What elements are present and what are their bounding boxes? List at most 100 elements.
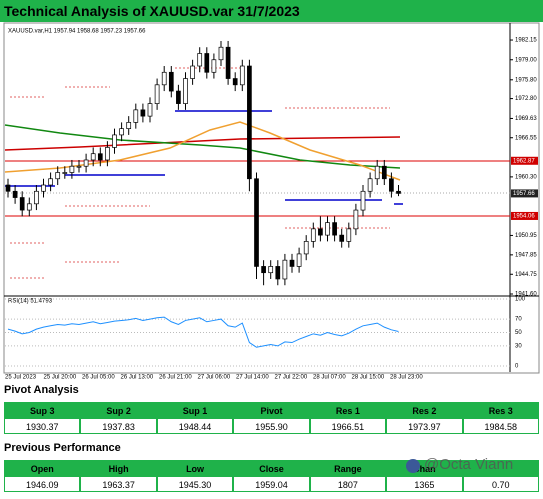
indicator-lines xyxy=(4,67,510,279)
x-tick-label: 26 Jul 21:00 xyxy=(159,375,192,381)
y-tick-label: 0 xyxy=(515,364,519,370)
title: Technical Analysis of XAUUSD.var 31/7/20… xyxy=(4,3,300,19)
candle-body xyxy=(332,222,337,236)
price-mark-label: 1962.87 xyxy=(513,158,535,164)
candle-body xyxy=(346,228,352,242)
table-header: Sup 1 xyxy=(156,402,234,418)
candle-body xyxy=(133,109,139,123)
table-header: Chan xyxy=(386,460,463,476)
table-header: Res 2 xyxy=(386,402,463,418)
table-cell: 1937.83 xyxy=(80,418,157,434)
y-tick-label: 1979.00 xyxy=(515,57,537,63)
y-tick-label: 1982.15 xyxy=(515,38,537,44)
candle-body xyxy=(318,228,323,236)
table-header: Sup 3 xyxy=(4,402,81,418)
table-cell: 0.70 xyxy=(462,476,539,492)
candle-body xyxy=(5,184,11,192)
candle-body xyxy=(389,178,394,192)
candle-body xyxy=(161,71,167,86)
candle-body xyxy=(261,266,266,274)
table-header: Sup 2 xyxy=(80,402,157,418)
candle-body xyxy=(62,172,68,174)
price-mark xyxy=(511,189,538,198)
candle-body xyxy=(275,266,281,280)
candle-body xyxy=(197,53,203,67)
candle-body xyxy=(83,159,89,167)
y-tick-label: 1944.75 xyxy=(515,272,537,278)
rsi-label: RSI(14) 51.4793 xyxy=(8,299,53,305)
candle-body xyxy=(289,259,295,267)
y-tick-label: 1960.30 xyxy=(515,174,537,180)
y-tick-label: 30 xyxy=(515,343,522,349)
table-cell: 1973.97 xyxy=(386,418,463,434)
candle-body xyxy=(41,184,46,192)
ma-line xyxy=(4,136,401,151)
candle-body xyxy=(211,59,217,73)
table-header: High xyxy=(80,460,157,476)
table-header: Open xyxy=(4,460,81,476)
y-tick-label: 1947.85 xyxy=(515,252,537,258)
table-header: Range xyxy=(309,460,387,476)
x-tick-label: 26 Jul 05:00 xyxy=(82,375,115,381)
candle-body xyxy=(232,78,238,86)
candle-body xyxy=(140,109,146,117)
ma-line xyxy=(4,124,401,169)
price-mark xyxy=(511,211,538,220)
watermark: @Octa Viann xyxy=(424,456,514,473)
candle-body xyxy=(19,197,25,211)
section-title: Previous Performance xyxy=(4,442,121,454)
candle-body xyxy=(26,203,32,211)
candle-body xyxy=(112,134,117,148)
candle-body xyxy=(168,71,174,92)
candle-body xyxy=(48,178,53,186)
candle-body xyxy=(254,178,259,267)
table-cell: 1930.37 xyxy=(4,418,81,434)
candle-body xyxy=(381,165,387,180)
y-tick-label: 1941.60 xyxy=(515,292,537,298)
x-tick-label: 25 Jul 20:00 xyxy=(44,375,77,381)
table-header: Res 3 xyxy=(462,402,539,418)
chart: XAUUSD.var,H1 1957.94 1958.68 1957.23 19… xyxy=(3,22,540,381)
facebook-icon xyxy=(406,459,420,473)
y-tick-label: 1969.63 xyxy=(515,116,537,122)
candle-body xyxy=(367,178,373,192)
y-tick-label: 70 xyxy=(515,317,522,323)
candle-body xyxy=(126,122,132,130)
chart-frame xyxy=(3,22,540,374)
y-tick-label: 1975.80 xyxy=(515,77,537,83)
table-cell: 1946.09 xyxy=(4,476,81,492)
title-bar: Technical Analysis of XAUUSD.var 31/7/20… xyxy=(0,0,543,22)
candle-body xyxy=(183,78,188,104)
x-tick-label: 28 Jul 15:00 xyxy=(352,375,385,381)
y-tick-label: 100 xyxy=(515,297,526,303)
candle-body xyxy=(12,190,18,198)
y-tick-label: 1972.80 xyxy=(515,96,537,102)
x-tick-label: 25 Jul 2023 xyxy=(5,375,37,381)
table-cell: 1959.04 xyxy=(233,476,310,492)
x-tick-label: 28 Jul 07:00 xyxy=(313,375,346,381)
candle-body xyxy=(204,53,210,73)
candle-body xyxy=(353,209,359,230)
candle-body xyxy=(154,84,160,104)
y-tick-label: 1950.95 xyxy=(515,233,537,239)
price-mark-label: 1954.06 xyxy=(513,214,535,220)
candle-body xyxy=(296,253,302,267)
candle-body xyxy=(247,65,252,180)
candle-body xyxy=(303,241,309,255)
x-tick-label: 27 Jul 22:00 xyxy=(275,375,308,381)
candle-body xyxy=(105,147,110,161)
candle-body xyxy=(325,222,330,236)
rsi-line xyxy=(7,316,399,348)
table-header: Low xyxy=(156,460,234,476)
table-cell: 1365 xyxy=(386,476,463,492)
price-mark-label: 1957.66 xyxy=(513,191,535,197)
candle-body xyxy=(282,259,288,280)
candle-body xyxy=(55,172,61,180)
table-header: Pivot xyxy=(233,402,310,418)
table-cell: 1963.37 xyxy=(80,476,157,492)
price-mark xyxy=(511,156,538,165)
candle-body xyxy=(268,266,274,274)
ma-line xyxy=(4,121,401,181)
candle-body xyxy=(69,165,75,173)
